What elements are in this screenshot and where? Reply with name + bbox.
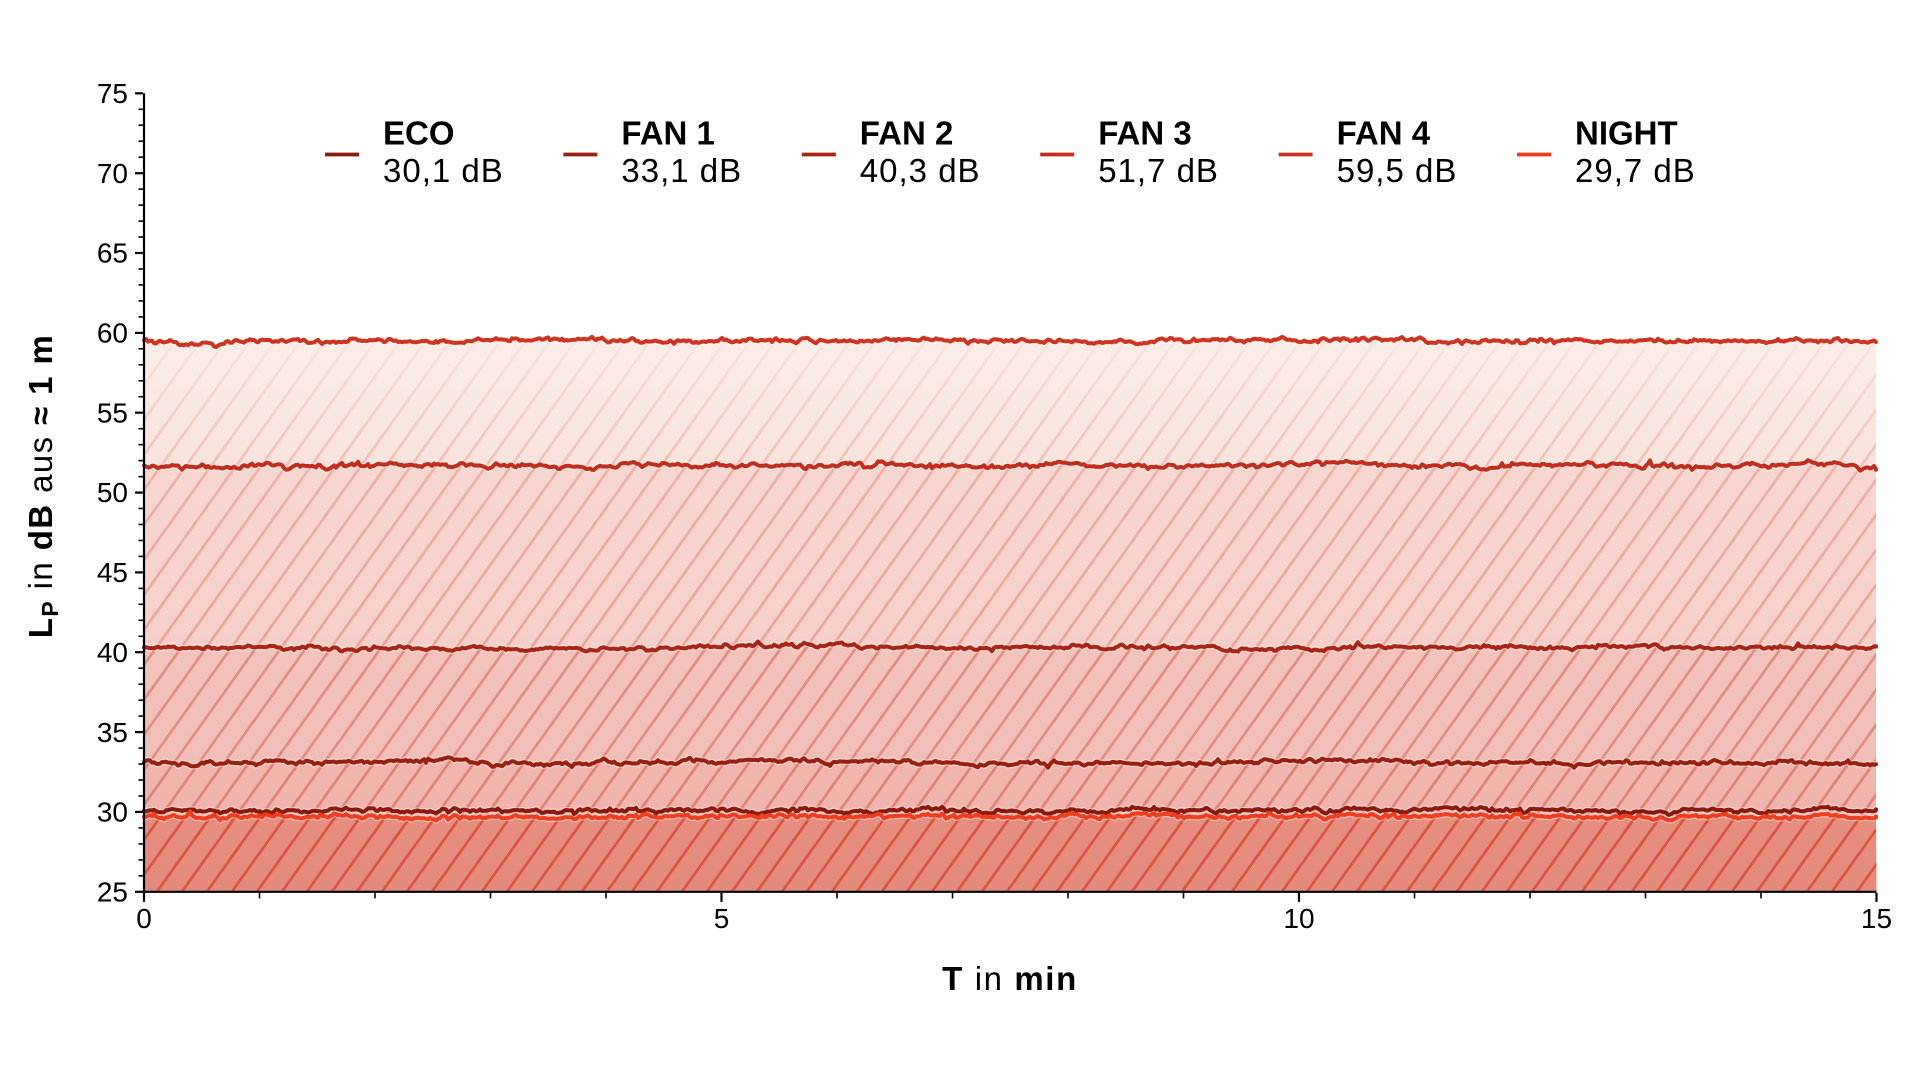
- svg-text:FAN 2: FAN 2: [860, 115, 954, 152]
- svg-text:NIGHT: NIGHT: [1575, 115, 1678, 152]
- svg-text:59,5 dB: 59,5 dB: [1337, 152, 1458, 189]
- svg-text:T in min: T in min: [942, 960, 1078, 997]
- svg-text:10: 10: [1283, 903, 1314, 934]
- svg-text:30: 30: [97, 797, 128, 828]
- svg-text:40,3 dB: 40,3 dB: [860, 152, 981, 189]
- svg-text:FAN 1: FAN 1: [621, 115, 715, 152]
- svg-text:5: 5: [714, 903, 730, 934]
- svg-text:70: 70: [97, 158, 128, 189]
- svg-text:25: 25: [97, 877, 128, 908]
- svg-text:65: 65: [97, 238, 128, 269]
- svg-text:50: 50: [97, 477, 128, 508]
- svg-text:55: 55: [97, 397, 128, 428]
- svg-text:FAN 4: FAN 4: [1337, 115, 1431, 152]
- svg-text:30,1 dB: 30,1 dB: [383, 152, 504, 189]
- svg-text:60: 60: [97, 318, 128, 349]
- svg-text:35: 35: [97, 717, 128, 748]
- svg-text:40: 40: [97, 637, 128, 668]
- svg-text:FAN 3: FAN 3: [1098, 115, 1192, 152]
- svg-text:29,7 dB: 29,7 dB: [1575, 152, 1696, 189]
- svg-text:0: 0: [136, 903, 152, 934]
- svg-text:45: 45: [97, 557, 128, 588]
- svg-text:ECO: ECO: [383, 115, 455, 152]
- svg-text:15: 15: [1861, 903, 1892, 934]
- svg-text:33,1 dB: 33,1 dB: [621, 152, 742, 189]
- svg-text:75: 75: [97, 78, 128, 109]
- svg-text:LP in dB aus ≈ 1 m: LP in dB aus ≈ 1 m: [22, 334, 63, 638]
- svg-text:51,7 dB: 51,7 dB: [1098, 152, 1219, 189]
